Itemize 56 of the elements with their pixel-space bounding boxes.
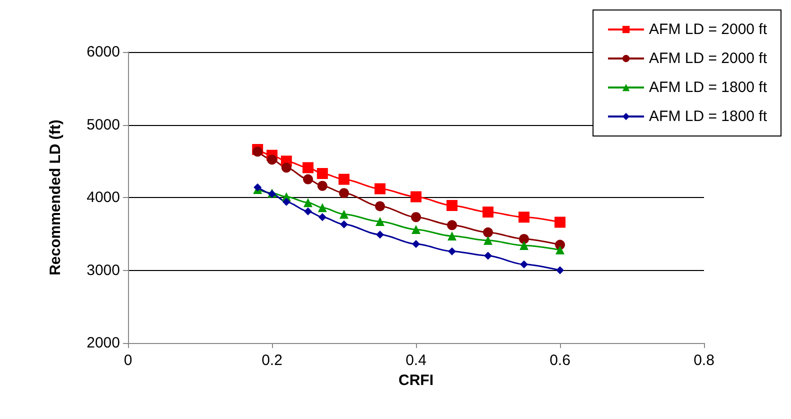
point [303,174,313,184]
y-tick-label: 6000 [86,44,120,60]
x-axis-title: CRFI [398,372,434,389]
point [554,216,566,228]
point [410,191,422,202]
point [412,240,420,248]
point [448,232,456,241]
y-tick-label: 3000 [86,262,120,279]
point [520,260,528,268]
x-tick-label: 0 [124,352,132,369]
point [254,183,262,192]
point [304,198,312,208]
point [267,154,277,165]
point [376,230,384,239]
point [338,174,350,185]
point [282,198,290,206]
point [304,207,312,216]
point [340,220,348,228]
point [339,188,349,198]
legend-label: AFM LD = 2000 ft [649,21,768,38]
point [374,183,386,194]
point [302,162,314,174]
point [518,212,530,223]
point [316,168,328,179]
point [446,200,458,212]
y-axis-title: Recommended LD (ft) [47,120,64,276]
point [318,213,326,222]
x-tick-label: 0.6 [550,352,570,369]
legend-label: AFM LD = 1800 ft [649,79,768,96]
point [556,245,564,254]
point [340,210,348,219]
point [447,220,457,230]
point [317,180,328,191]
point [376,217,384,226]
point [482,206,494,218]
legend-label: AFM LD = 1800 ft [649,108,768,125]
point [318,203,327,212]
legend-label: AFM LD = 2000 ft [649,50,768,67]
y-tick-label: 2000 [86,334,120,352]
point [484,236,492,245]
point [412,225,420,234]
point [375,201,385,212]
point [411,212,421,222]
point [484,252,492,260]
point [281,162,292,173]
point [520,241,528,250]
point [519,234,529,244]
x-tick-label: 0.4 [406,352,426,369]
x-tick-label: 0.8 [694,352,714,369]
point [556,266,564,274]
y-tick-label: 5000 [86,116,120,134]
x-tick-label: 0.2 [262,352,282,369]
point [448,247,456,256]
y-tick-label: 4000 [86,189,120,206]
point [483,227,493,238]
point [252,146,263,157]
